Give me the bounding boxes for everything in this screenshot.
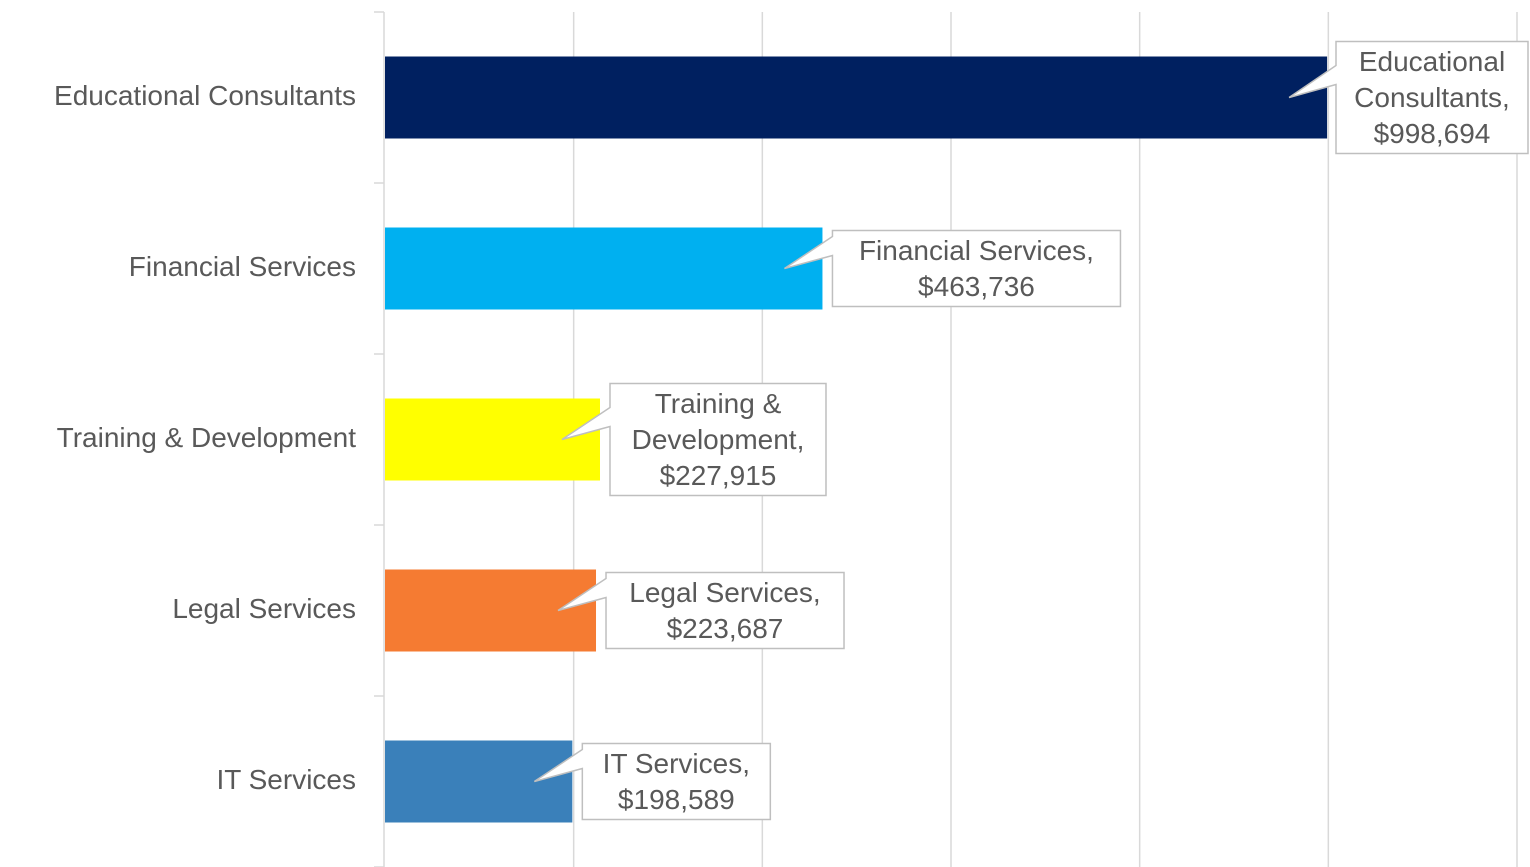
data-label-box	[1288, 40, 1529, 155]
data-label: Training & Development, $227,915	[631, 387, 805, 491]
data-label-box	[561, 382, 827, 497]
data-label: IT Services, $198,589	[602, 747, 750, 815]
bar	[385, 398, 600, 481]
y-tick-label: Legal Services	[172, 593, 356, 624]
data-label: Educational Consultants, $998,694	[1354, 45, 1510, 149]
bar	[385, 56, 1328, 139]
bar	[385, 569, 597, 652]
data-label-box	[784, 229, 1122, 308]
y-tick-label: IT Services	[216, 764, 356, 795]
bar	[385, 227, 823, 310]
y-tick-label: Educational Consultants	[54, 80, 356, 111]
data-label-box	[557, 571, 845, 650]
data-label-box	[533, 742, 772, 821]
y-tick-label: Training & Development	[57, 422, 357, 453]
data-label: Financial Services, $463,736	[858, 234, 1094, 302]
data-label: Legal Services, $223,687	[629, 576, 821, 644]
y-tick-label: Financial Services	[129, 251, 356, 282]
bar	[385, 740, 573, 823]
